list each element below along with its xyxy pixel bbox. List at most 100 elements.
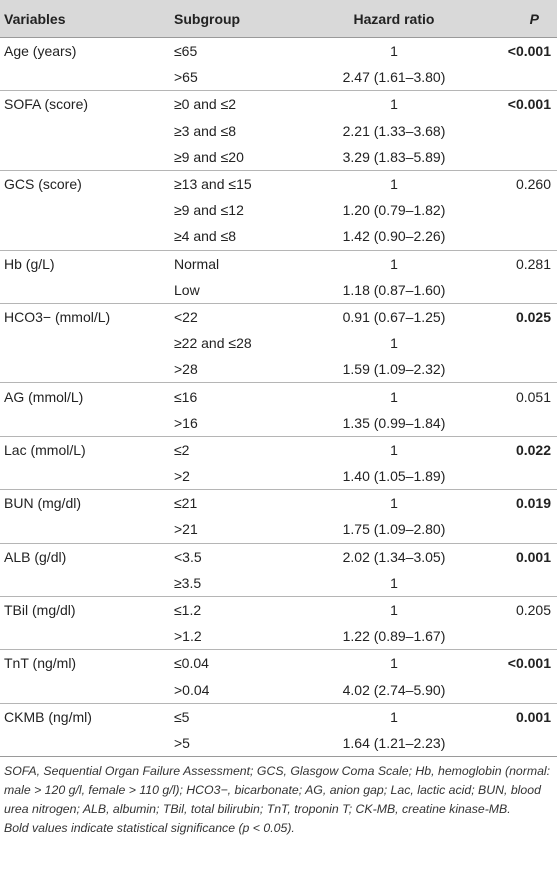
cell-hazard-ratio: 1 — [390, 574, 398, 591]
table-row: ≥9 and ≤12 1.20 (0.79–1.82) — [0, 197, 557, 223]
cell-variable: HCO3− (mmol/L) — [0, 302, 174, 331]
table-row: >1.2 1.22 (0.89–1.67) — [0, 623, 557, 650]
table-row: ≥22 and ≤28 1 — [0, 330, 557, 356]
cell-variable — [0, 64, 174, 91]
header-p-value: P — [474, 0, 557, 38]
cell-hazard-ratio: 1 — [314, 435, 474, 463]
cell-p-value — [474, 330, 557, 356]
cell-variable — [0, 729, 174, 758]
header-row: Variables Subgroup Hazard ratio P — [0, 0, 557, 38]
cell-p-value — [474, 197, 557, 223]
cell-hazard-ratio: 1 — [314, 595, 474, 624]
cell-variable: SOFA (score) — [0, 90, 174, 118]
cell-hazard-ratio: 2.21 (1.33–3.68) — [342, 122, 446, 139]
cell-p-value: 0.022 — [474, 435, 557, 463]
table-row: Low 1.18 (0.87–1.60) — [0, 277, 557, 304]
cell-subgroup: ≥22 and ≤28 — [174, 335, 252, 352]
cell-p-value: 0.260 — [474, 169, 557, 198]
cell-variable — [0, 197, 174, 223]
cell-subgroup: ≥13 and ≤15 — [174, 169, 314, 198]
cell-subgroup: ≥0 and ≤2 — [174, 90, 314, 118]
cell-variable — [0, 410, 174, 437]
cell-hazard-ratio: 1 — [314, 489, 474, 517]
cell-variable — [0, 570, 174, 597]
table-row: AG (mmol/L) ≤16 1 0.051 — [0, 382, 557, 410]
cell-subgroup: ≤1.2 — [174, 595, 314, 624]
cell-hazard-ratio: 2.02 (1.34–3.05) — [314, 542, 474, 570]
cell-subgroup: <3.5 — [174, 542, 314, 570]
cell-hazard-ratio: 1.75 (1.09–2.80) — [342, 521, 446, 538]
cell-variable: BUN (mg/dl) — [0, 489, 174, 517]
table-row: Hb (g/L) Normal 1 0.281 — [0, 249, 557, 277]
table-row: ≥3 and ≤8 2.21 (1.33–3.68) — [0, 118, 557, 144]
cell-subgroup: ≥3 and ≤8 — [174, 122, 237, 139]
cell-hazard-ratio: 1 — [314, 169, 474, 198]
header-variables: Variables — [0, 0, 174, 38]
table-row: >5 1.64 (1.21–2.23) — [0, 729, 557, 758]
cell-subgroup: >2 — [174, 468, 190, 485]
cell-variable — [0, 516, 174, 543]
cell-variable: Lac (mmol/L) — [0, 435, 174, 463]
cell-subgroup: ≥4 and ≤8 — [174, 228, 237, 245]
cell-variable — [0, 356, 174, 383]
cell-variable: Hb (g/L) — [0, 249, 174, 277]
table-body: Age (years) ≤65 1 <0.001 >65 2.47 (1.61–3.80)… — [0, 38, 557, 758]
cell-variable: TBil (mg/dl) — [0, 595, 174, 624]
cell-hazard-ratio: 2.47 (1.61–3.80) — [342, 69, 446, 86]
cell-variable: AG (mmol/L) — [0, 382, 174, 410]
cell-p-value: <0.001 — [474, 90, 557, 118]
cell-p-value: <0.001 — [507, 43, 551, 60]
cell-hazard-ratio: 1 — [390, 43, 398, 60]
table-row: BUN (mg/dl) ≤21 1 0.019 — [0, 489, 557, 517]
cell-subgroup: Low — [174, 281, 200, 298]
cell-hazard-ratio: 4.02 (2.74–5.90) — [342, 681, 446, 698]
table-row: ≥3.5 1 — [0, 570, 557, 597]
table-row: >28 1.59 (1.09–2.32) — [0, 356, 557, 383]
table-row: TBil (mg/dl) ≤1.2 1 0.205 — [0, 595, 557, 624]
cell-variable: CKMB (ng/ml) — [0, 702, 174, 730]
cell-p-value — [474, 677, 557, 704]
cell-variable — [0, 677, 174, 704]
table-row: >16 1.35 (0.99–1.84) — [0, 410, 557, 437]
cell-p-value — [474, 410, 557, 437]
cell-p-value: 0.001 — [474, 702, 557, 730]
table-row: CKMB (ng/ml) ≤5 1 0.001 — [0, 702, 557, 730]
cell-p-value — [474, 277, 557, 304]
cell-variable: TnT (ng/ml) — [0, 649, 174, 677]
cell-p-value: 0.019 — [474, 489, 557, 517]
cell-variable — [0, 223, 174, 250]
cell-hazard-ratio: 1.64 (1.21–2.23) — [314, 729, 474, 758]
cell-hazard-ratio: 1.42 (0.90–2.26) — [342, 228, 446, 245]
table-row: >0.04 4.02 (2.74–5.90) — [0, 677, 557, 704]
cell-subgroup: >65 — [174, 69, 198, 86]
cell-subgroup: ≤5 — [174, 702, 314, 730]
cell-variable: GCS (score) — [0, 169, 174, 198]
cell-subgroup: ≤16 — [174, 382, 314, 410]
cell-hazard-ratio: 0.91 (0.67–1.25) — [314, 302, 474, 331]
cell-p-value — [474, 118, 557, 144]
table-footnote: SOFA, Sequential Organ Failure Assessmen… — [4, 762, 554, 838]
table-row: Lac (mmol/L) ≤2 1 0.022 — [0, 435, 557, 463]
cell-hazard-ratio: 1.22 (0.89–1.67) — [342, 628, 446, 645]
cell-hazard-ratio: 3.29 (1.83–5.89) — [342, 148, 446, 165]
cell-p-value — [474, 223, 557, 250]
footnote-significance: Bold values indicate statistical signifi… — [4, 821, 295, 835]
cell-hazard-ratio: 1 — [314, 649, 474, 677]
cell-subgroup: ≤21 — [174, 489, 314, 517]
cell-p-value: 0.051 — [474, 382, 557, 410]
cell-p-value — [474, 64, 557, 91]
cell-variable — [0, 277, 174, 304]
cell-subgroup: >16 — [174, 414, 198, 431]
cell-variable — [0, 463, 174, 490]
header-subgroup: Subgroup — [174, 0, 314, 38]
cell-p-value — [474, 623, 557, 650]
table-row: ≥9 and ≤20 3.29 (1.83–5.89) — [0, 144, 557, 171]
table-row: Age (years) ≤65 1 <0.001 — [0, 38, 557, 65]
cell-hazard-ratio: 1 — [314, 382, 474, 410]
cell-variable: ALB (g/dl) — [0, 542, 174, 570]
cell-variable: Age (years) — [4, 43, 77, 60]
table-row: HCO3− (mmol/L) <22 0.91 (0.67–1.25) 0.025 — [0, 302, 557, 331]
cell-hazard-ratio: 1 — [314, 249, 474, 277]
table-row: ALB (g/dl) <3.5 2.02 (1.34–3.05) 0.001 — [0, 542, 557, 570]
